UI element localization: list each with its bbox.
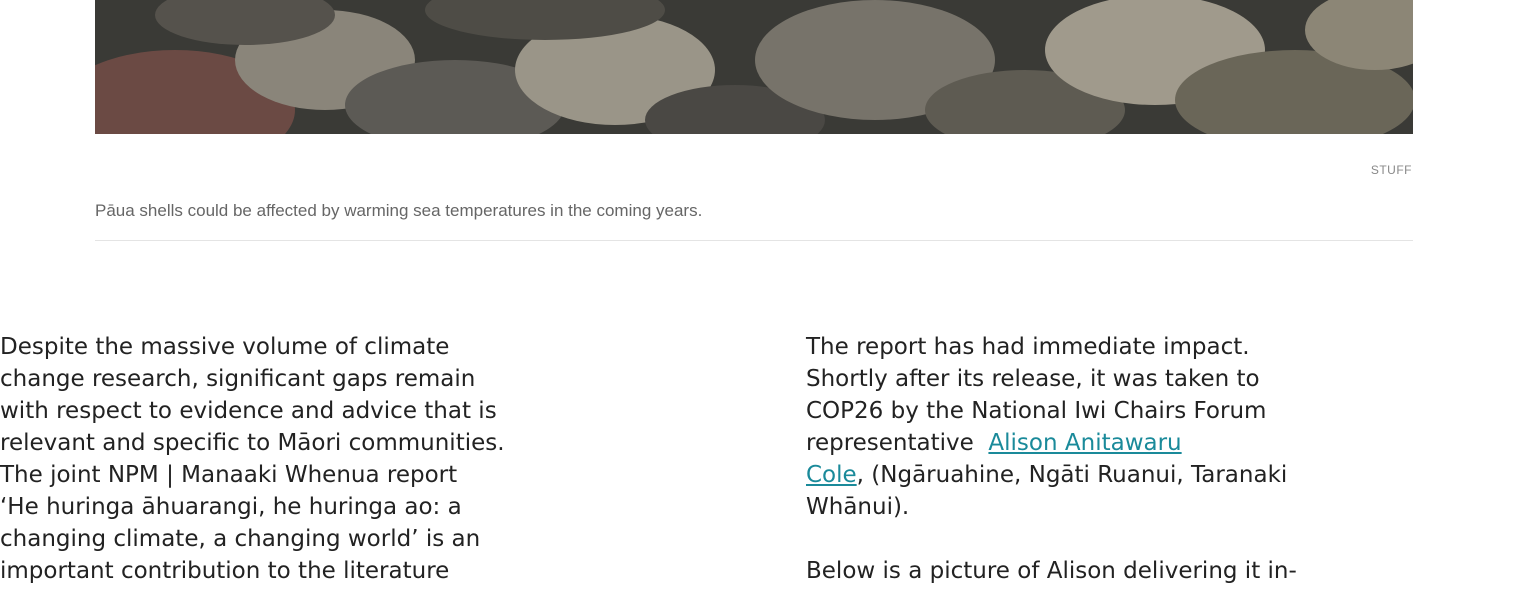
figure-photo xyxy=(95,0,1413,134)
text: representative xyxy=(806,430,974,456)
text-line: ‘He huringa āhuarangi, he huringa ao: a xyxy=(0,491,505,523)
link[interactable]: Alison Anitawaru xyxy=(988,430,1181,456)
text-line: Shortly after its release, it was taken … xyxy=(806,363,1297,395)
photo-caption: Pāua shells could be affected by warming… xyxy=(95,201,702,221)
text-line: important contribution to the literature xyxy=(0,555,505,587)
right-column: The report has had immediate impact. Sho… xyxy=(806,331,1297,587)
link[interactable]: Cole xyxy=(806,462,857,488)
spacer xyxy=(806,523,1297,555)
divider xyxy=(95,240,1413,241)
text-line: relevant and specific to Māori communiti… xyxy=(0,427,505,459)
text: , (Ngāruahine, Ngāti Ruanui, Taranaki xyxy=(857,462,1288,488)
page: STUFF Pāua shells could be affected by w… xyxy=(0,0,1517,608)
text-line: Whānui). xyxy=(806,491,1297,523)
text-line: The report has had immediate impact. xyxy=(806,331,1297,363)
text-line: Despite the massive volume of climate xyxy=(0,331,505,363)
text-line: The joint NPM | Manaaki Whenua report xyxy=(0,459,505,491)
text-line: change research, significant gaps remain xyxy=(0,363,505,395)
text-line: changing climate, a changing world’ is a… xyxy=(0,523,505,555)
text-line: representative Alison Anitawaru xyxy=(806,427,1297,459)
text-line: with respect to evidence and advice that… xyxy=(0,395,505,427)
text-line: Cole, (Ngāruahine, Ngāti Ruanui, Taranak… xyxy=(806,459,1297,491)
photo-credit: STUFF xyxy=(1371,163,1412,177)
text-line: Below is a picture of Alison delivering … xyxy=(806,555,1297,587)
text-line: COP26 by the National Iwi Chairs Forum xyxy=(806,395,1297,427)
